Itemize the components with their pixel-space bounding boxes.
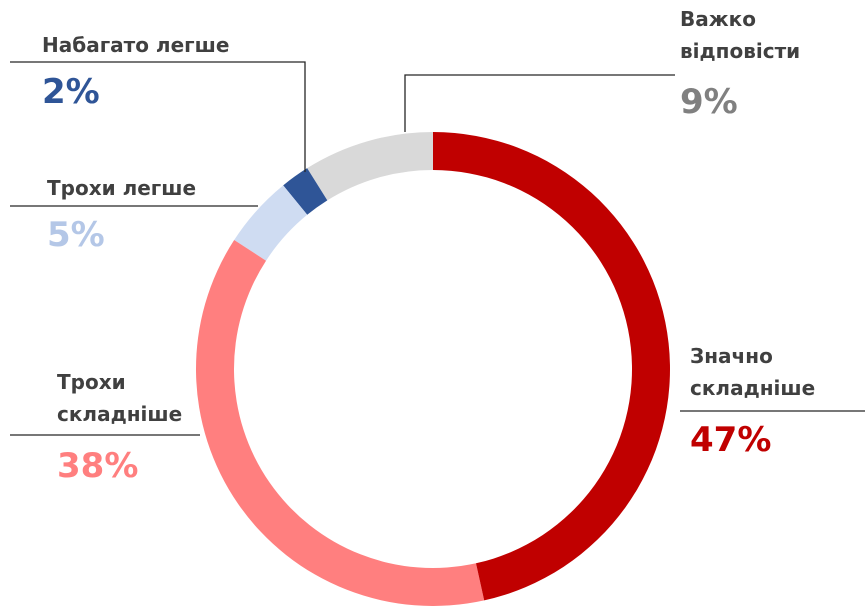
value-label: 5% bbox=[47, 215, 105, 255]
category-label: Важко відповісти bbox=[680, 7, 801, 63]
donut-slice bbox=[307, 132, 433, 201]
category-label: Значно складніше bbox=[690, 344, 816, 400]
donut-slice bbox=[283, 168, 328, 215]
leader-line bbox=[10, 61, 306, 172]
category-label: Трохи легше bbox=[47, 176, 197, 200]
value-label: 38% bbox=[57, 446, 139, 486]
value-label: 9% bbox=[680, 82, 738, 122]
donut-slice bbox=[234, 185, 308, 261]
category-label: Трохи складніше bbox=[57, 370, 183, 426]
leader-line bbox=[404, 74, 675, 132]
donut-slice bbox=[433, 132, 670, 601]
donut-slice bbox=[195, 240, 485, 606]
value-label: 2% bbox=[42, 72, 100, 112]
value-label: 47% bbox=[690, 420, 772, 460]
category-label: Набагато легше bbox=[42, 33, 230, 57]
